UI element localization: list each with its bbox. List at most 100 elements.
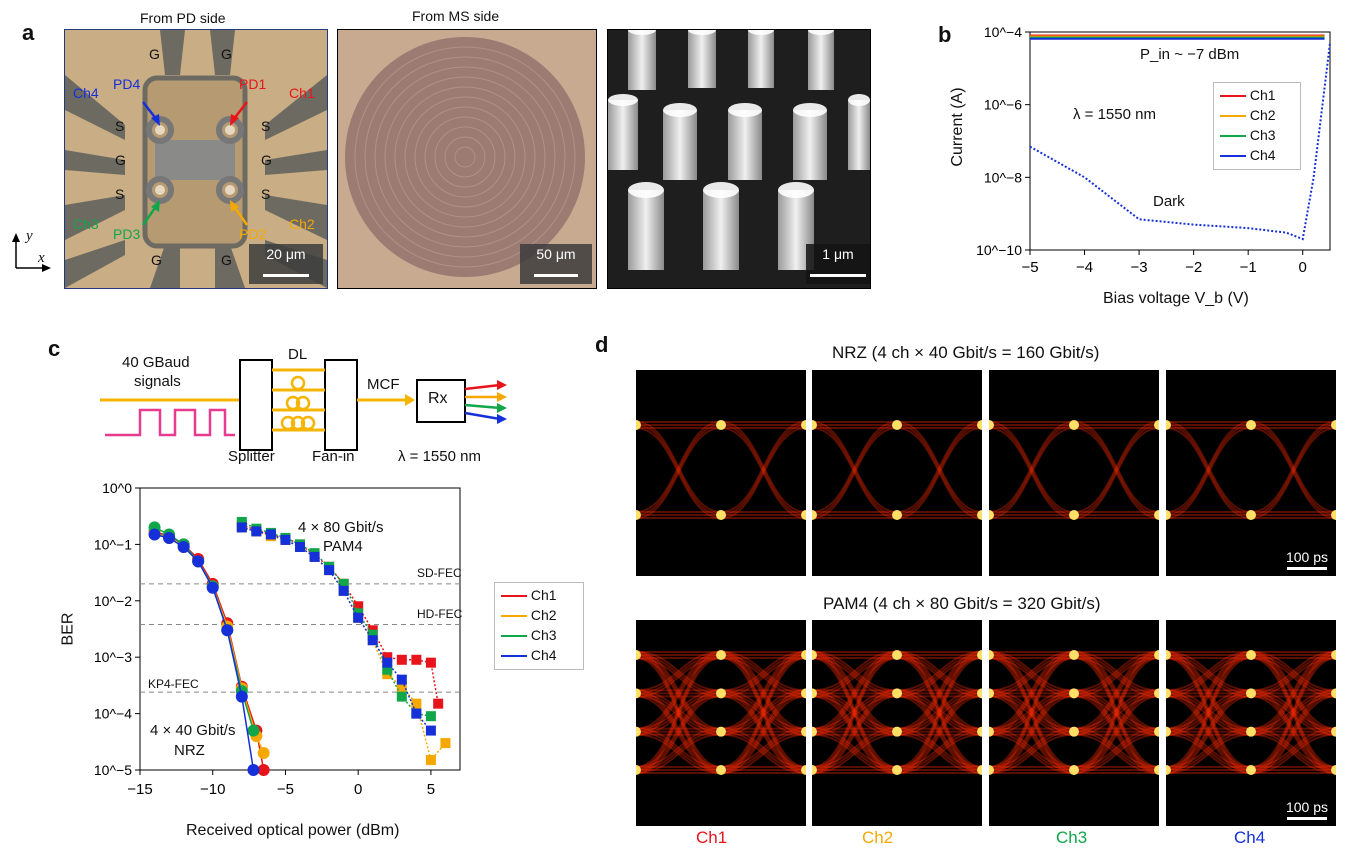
iv-lambda-label: λ = 1550 nm (1073, 106, 1156, 123)
eye-crossing (801, 726, 806, 737)
eye-crossing (1331, 650, 1336, 660)
setup-schematic (100, 359, 507, 451)
label-ch3: Ch3 (73, 216, 99, 232)
pad-s: S (115, 186, 125, 202)
ber-ytick-label: 10^−1 (94, 536, 132, 552)
eye-crossing (977, 726, 982, 737)
eye-crossing (812, 510, 817, 520)
ber-point (396, 674, 407, 685)
pam4-eye-ch2 (812, 620, 982, 826)
axis-x-label: x (38, 250, 45, 266)
panel-letter-c: c (48, 336, 61, 361)
iv-xtick-label: −1 (1240, 259, 1257, 276)
ber-point (425, 711, 436, 722)
eye-crossing (1246, 765, 1256, 775)
ber-ytick-label: 10^−2 (94, 593, 132, 609)
ber-legend: Ch1 Ch2 Ch3 Ch4 (494, 582, 584, 670)
panel-letter-a: a (22, 20, 35, 45)
label-ch1: Ch1 (289, 85, 315, 101)
ber-point (396, 691, 407, 702)
iv-series-dark (1029, 42, 1331, 241)
eye-crossing (1331, 765, 1336, 775)
chart-iv-curve: −5 −4 −3 −2 −1 0 10^−10 10^−8 10^−6 10^−4 (976, 24, 1331, 276)
ber-point (440, 738, 451, 749)
ber-ytick-label: 10^−3 (94, 649, 132, 665)
ber-point (280, 534, 291, 545)
eye-crossing (1166, 650, 1171, 660)
iv-xtick-label: −2 (1185, 259, 1202, 276)
eye-crossing (812, 765, 817, 775)
eye-crossing (801, 420, 806, 430)
eye-diagram (812, 420, 982, 520)
label-pd1: PD1 (239, 76, 267, 92)
ber-point (192, 555, 205, 568)
nrz-title: NRZ (4 ch × 40 Gbit/s = 160 Gbit/s) (832, 343, 1100, 362)
iv-ytick-label: 10^−8 (984, 169, 1022, 185)
eye-diagram (812, 650, 982, 775)
ber-point (433, 698, 444, 709)
eye-crossing (801, 765, 806, 775)
iv-ytick-label: 10^−10 (976, 242, 1022, 258)
eye-crossing (1069, 510, 1079, 520)
eye-crossing (989, 688, 994, 699)
panel-letter-b: b (938, 22, 952, 47)
ber-point (367, 635, 378, 646)
label-pd2: PD2 (239, 226, 267, 242)
ber-hd-fec: HD-FEC (417, 607, 463, 621)
eye-crossing (716, 765, 726, 775)
eye-crossing (892, 688, 902, 699)
scalebar-50um-label: 50 μm (536, 246, 576, 262)
nrz-eye-ch4: 100 ps (1166, 370, 1336, 576)
ber-point (425, 725, 436, 736)
eye-crossing (1246, 650, 1256, 660)
ber-point (235, 690, 248, 703)
eye-channel-label-ch2: Ch2 (862, 828, 894, 847)
legend-ch4-label: Ch4 (530, 647, 557, 663)
ber-kp4-fec: KP4-FEC (148, 677, 199, 691)
eye-diagram (1166, 650, 1336, 775)
eye-crossing (812, 726, 817, 737)
iv-ytick-label: 10^−4 (984, 24, 1022, 40)
eye-scalebar-line (1286, 817, 1327, 820)
ber-point (265, 529, 276, 540)
eye-scalebar-line (1286, 567, 1327, 570)
ber-nrz-label1: 4 × 40 Gbit/s (150, 722, 236, 739)
schematic-dl-label: DL (288, 346, 308, 363)
eye-crossing (989, 650, 994, 660)
ber-point (353, 601, 364, 612)
ber-point (411, 698, 422, 709)
ber-point (247, 724, 260, 737)
eye-crossing (977, 510, 982, 520)
eye-crossing (636, 726, 641, 737)
pad-g: G (221, 46, 232, 62)
ber-xtick-label: 5 (427, 781, 435, 798)
ber-ytick-label: 10^0 (102, 480, 132, 496)
eye-diagram (1166, 420, 1336, 520)
schematic-rx-label: Rx (428, 390, 448, 407)
eye-crossing (716, 688, 726, 699)
scalebar-1um: 1 μm (806, 244, 870, 284)
pam4-eye-ch3 (989, 620, 1159, 826)
nrz-eye-ch1 (636, 370, 806, 576)
iv-plot-frame (1029, 31, 1331, 251)
eye-crossing (1246, 688, 1256, 699)
ber-point (338, 585, 349, 596)
micrograph-pd-side: G G S S G G S S G G Ch4 PD4 PD1 Ch1 Ch3 … (64, 29, 328, 289)
eye-diagram (636, 420, 806, 520)
eye-crossing (1154, 650, 1159, 660)
ber-point (353, 612, 364, 623)
legend-ch2: Ch2 (1220, 107, 1276, 123)
eye-scalebar: 100 ps (1286, 799, 1328, 820)
eye-diagram (989, 650, 1159, 775)
eye-diagram (989, 420, 1159, 520)
eye-crossing (1331, 510, 1336, 520)
label-ch4: Ch4 (73, 85, 99, 101)
eye-crossing (716, 420, 726, 430)
legend-ch3: Ch3 (501, 627, 557, 643)
nrz-eye-ch2 (812, 370, 982, 576)
ber-xlabel: Received optical power (dBm) (186, 822, 400, 839)
eye-crossing (1166, 420, 1171, 430)
eye-crossing (1154, 726, 1159, 737)
eye-crossing (1069, 420, 1079, 430)
pam4-eye-ch4: 100 ps (1166, 620, 1336, 826)
